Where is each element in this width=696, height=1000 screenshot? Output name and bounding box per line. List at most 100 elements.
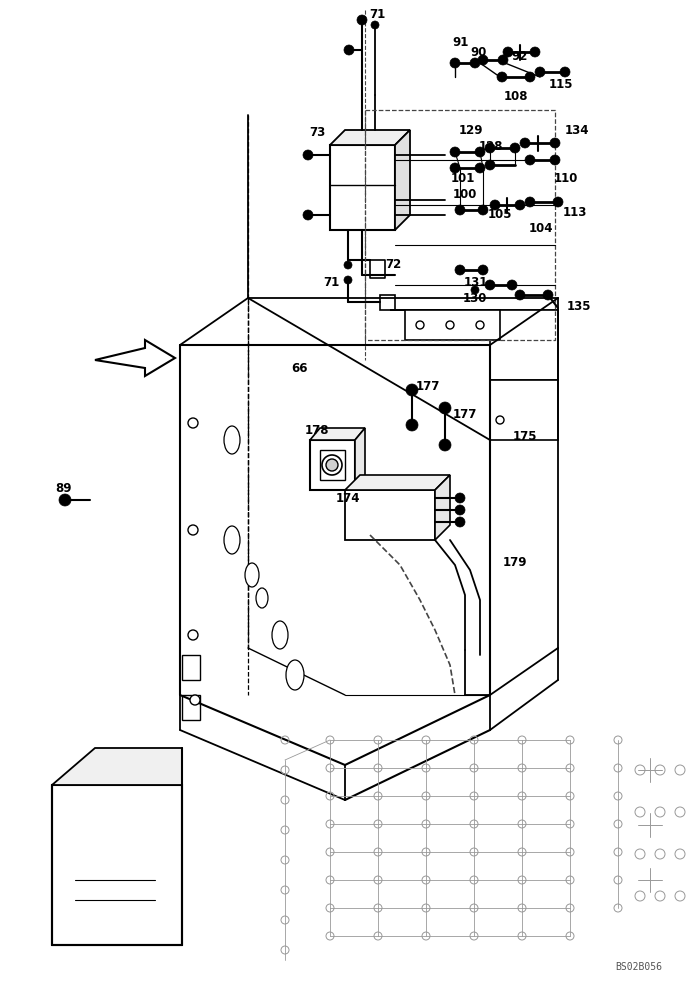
Circle shape bbox=[371, 21, 379, 29]
Circle shape bbox=[450, 147, 460, 157]
Circle shape bbox=[344, 261, 352, 269]
Circle shape bbox=[476, 321, 484, 329]
Ellipse shape bbox=[245, 563, 259, 587]
Circle shape bbox=[550, 155, 560, 165]
Circle shape bbox=[553, 197, 563, 207]
Text: 175: 175 bbox=[513, 430, 537, 442]
Circle shape bbox=[470, 58, 480, 68]
Text: 71: 71 bbox=[369, 8, 386, 21]
Circle shape bbox=[496, 416, 504, 424]
Text: 108: 108 bbox=[504, 91, 528, 104]
Polygon shape bbox=[330, 145, 395, 230]
Circle shape bbox=[188, 525, 198, 535]
Circle shape bbox=[455, 505, 465, 515]
Circle shape bbox=[525, 72, 535, 82]
Circle shape bbox=[550, 138, 560, 148]
Ellipse shape bbox=[256, 588, 268, 608]
Circle shape bbox=[515, 200, 525, 210]
Text: 66: 66 bbox=[291, 362, 308, 375]
Text: 110: 110 bbox=[554, 172, 578, 186]
Circle shape bbox=[507, 280, 517, 290]
Circle shape bbox=[530, 47, 540, 57]
Circle shape bbox=[303, 210, 313, 220]
Circle shape bbox=[525, 197, 535, 207]
Circle shape bbox=[439, 402, 451, 414]
Text: 128: 128 bbox=[479, 140, 503, 153]
Circle shape bbox=[344, 45, 354, 55]
Text: 179: 179 bbox=[503, 556, 528, 570]
Text: 90: 90 bbox=[470, 46, 487, 60]
Polygon shape bbox=[345, 490, 435, 540]
Polygon shape bbox=[390, 310, 558, 340]
Circle shape bbox=[503, 47, 513, 57]
Polygon shape bbox=[182, 695, 200, 720]
Circle shape bbox=[416, 321, 424, 329]
Circle shape bbox=[471, 286, 479, 294]
Circle shape bbox=[190, 695, 200, 705]
Text: 104: 104 bbox=[529, 222, 553, 234]
Circle shape bbox=[478, 205, 488, 215]
Circle shape bbox=[543, 290, 553, 300]
Text: 91: 91 bbox=[452, 35, 468, 48]
Ellipse shape bbox=[286, 660, 304, 690]
Text: 135: 135 bbox=[567, 300, 592, 314]
Circle shape bbox=[497, 72, 507, 82]
Text: 177: 177 bbox=[416, 380, 441, 393]
Circle shape bbox=[515, 290, 525, 300]
Circle shape bbox=[485, 160, 495, 170]
Circle shape bbox=[455, 517, 465, 527]
Polygon shape bbox=[435, 475, 450, 540]
Polygon shape bbox=[310, 428, 365, 440]
Circle shape bbox=[406, 419, 418, 431]
Polygon shape bbox=[380, 295, 395, 310]
Text: 71: 71 bbox=[323, 275, 339, 288]
Circle shape bbox=[357, 15, 367, 25]
Text: 92: 92 bbox=[511, 50, 528, 64]
Circle shape bbox=[485, 280, 495, 290]
Circle shape bbox=[406, 384, 418, 396]
Circle shape bbox=[535, 67, 545, 77]
Polygon shape bbox=[52, 748, 182, 785]
Text: 174: 174 bbox=[336, 492, 361, 506]
Polygon shape bbox=[310, 440, 355, 490]
Circle shape bbox=[525, 155, 535, 165]
Circle shape bbox=[439, 439, 451, 451]
Text: 131: 131 bbox=[464, 276, 489, 290]
Polygon shape bbox=[405, 310, 500, 340]
Circle shape bbox=[188, 630, 198, 640]
Circle shape bbox=[450, 163, 460, 173]
Polygon shape bbox=[320, 450, 345, 480]
Circle shape bbox=[478, 55, 488, 65]
Text: 100: 100 bbox=[453, 188, 477, 200]
Text: 73: 73 bbox=[309, 126, 325, 139]
Text: 129: 129 bbox=[459, 124, 484, 137]
Circle shape bbox=[520, 138, 530, 148]
Circle shape bbox=[450, 58, 460, 68]
Polygon shape bbox=[182, 655, 200, 680]
Circle shape bbox=[455, 493, 465, 503]
Text: 177: 177 bbox=[453, 408, 477, 420]
Text: 101: 101 bbox=[451, 172, 475, 186]
Circle shape bbox=[446, 321, 454, 329]
Circle shape bbox=[490, 200, 500, 210]
Polygon shape bbox=[355, 428, 365, 490]
Ellipse shape bbox=[272, 621, 288, 649]
Circle shape bbox=[498, 55, 508, 65]
Circle shape bbox=[455, 265, 465, 275]
Circle shape bbox=[475, 163, 485, 173]
Polygon shape bbox=[95, 340, 175, 376]
Text: 105: 105 bbox=[488, 208, 512, 221]
Text: 72: 72 bbox=[385, 257, 402, 270]
Polygon shape bbox=[490, 380, 558, 440]
Circle shape bbox=[478, 265, 488, 275]
Circle shape bbox=[326, 459, 338, 471]
Circle shape bbox=[188, 418, 198, 428]
Circle shape bbox=[322, 455, 342, 475]
Text: 130: 130 bbox=[463, 292, 487, 306]
Ellipse shape bbox=[224, 426, 240, 454]
Circle shape bbox=[59, 494, 71, 506]
Circle shape bbox=[560, 67, 570, 77]
Polygon shape bbox=[330, 130, 410, 145]
Polygon shape bbox=[52, 785, 182, 945]
Ellipse shape bbox=[224, 526, 240, 554]
